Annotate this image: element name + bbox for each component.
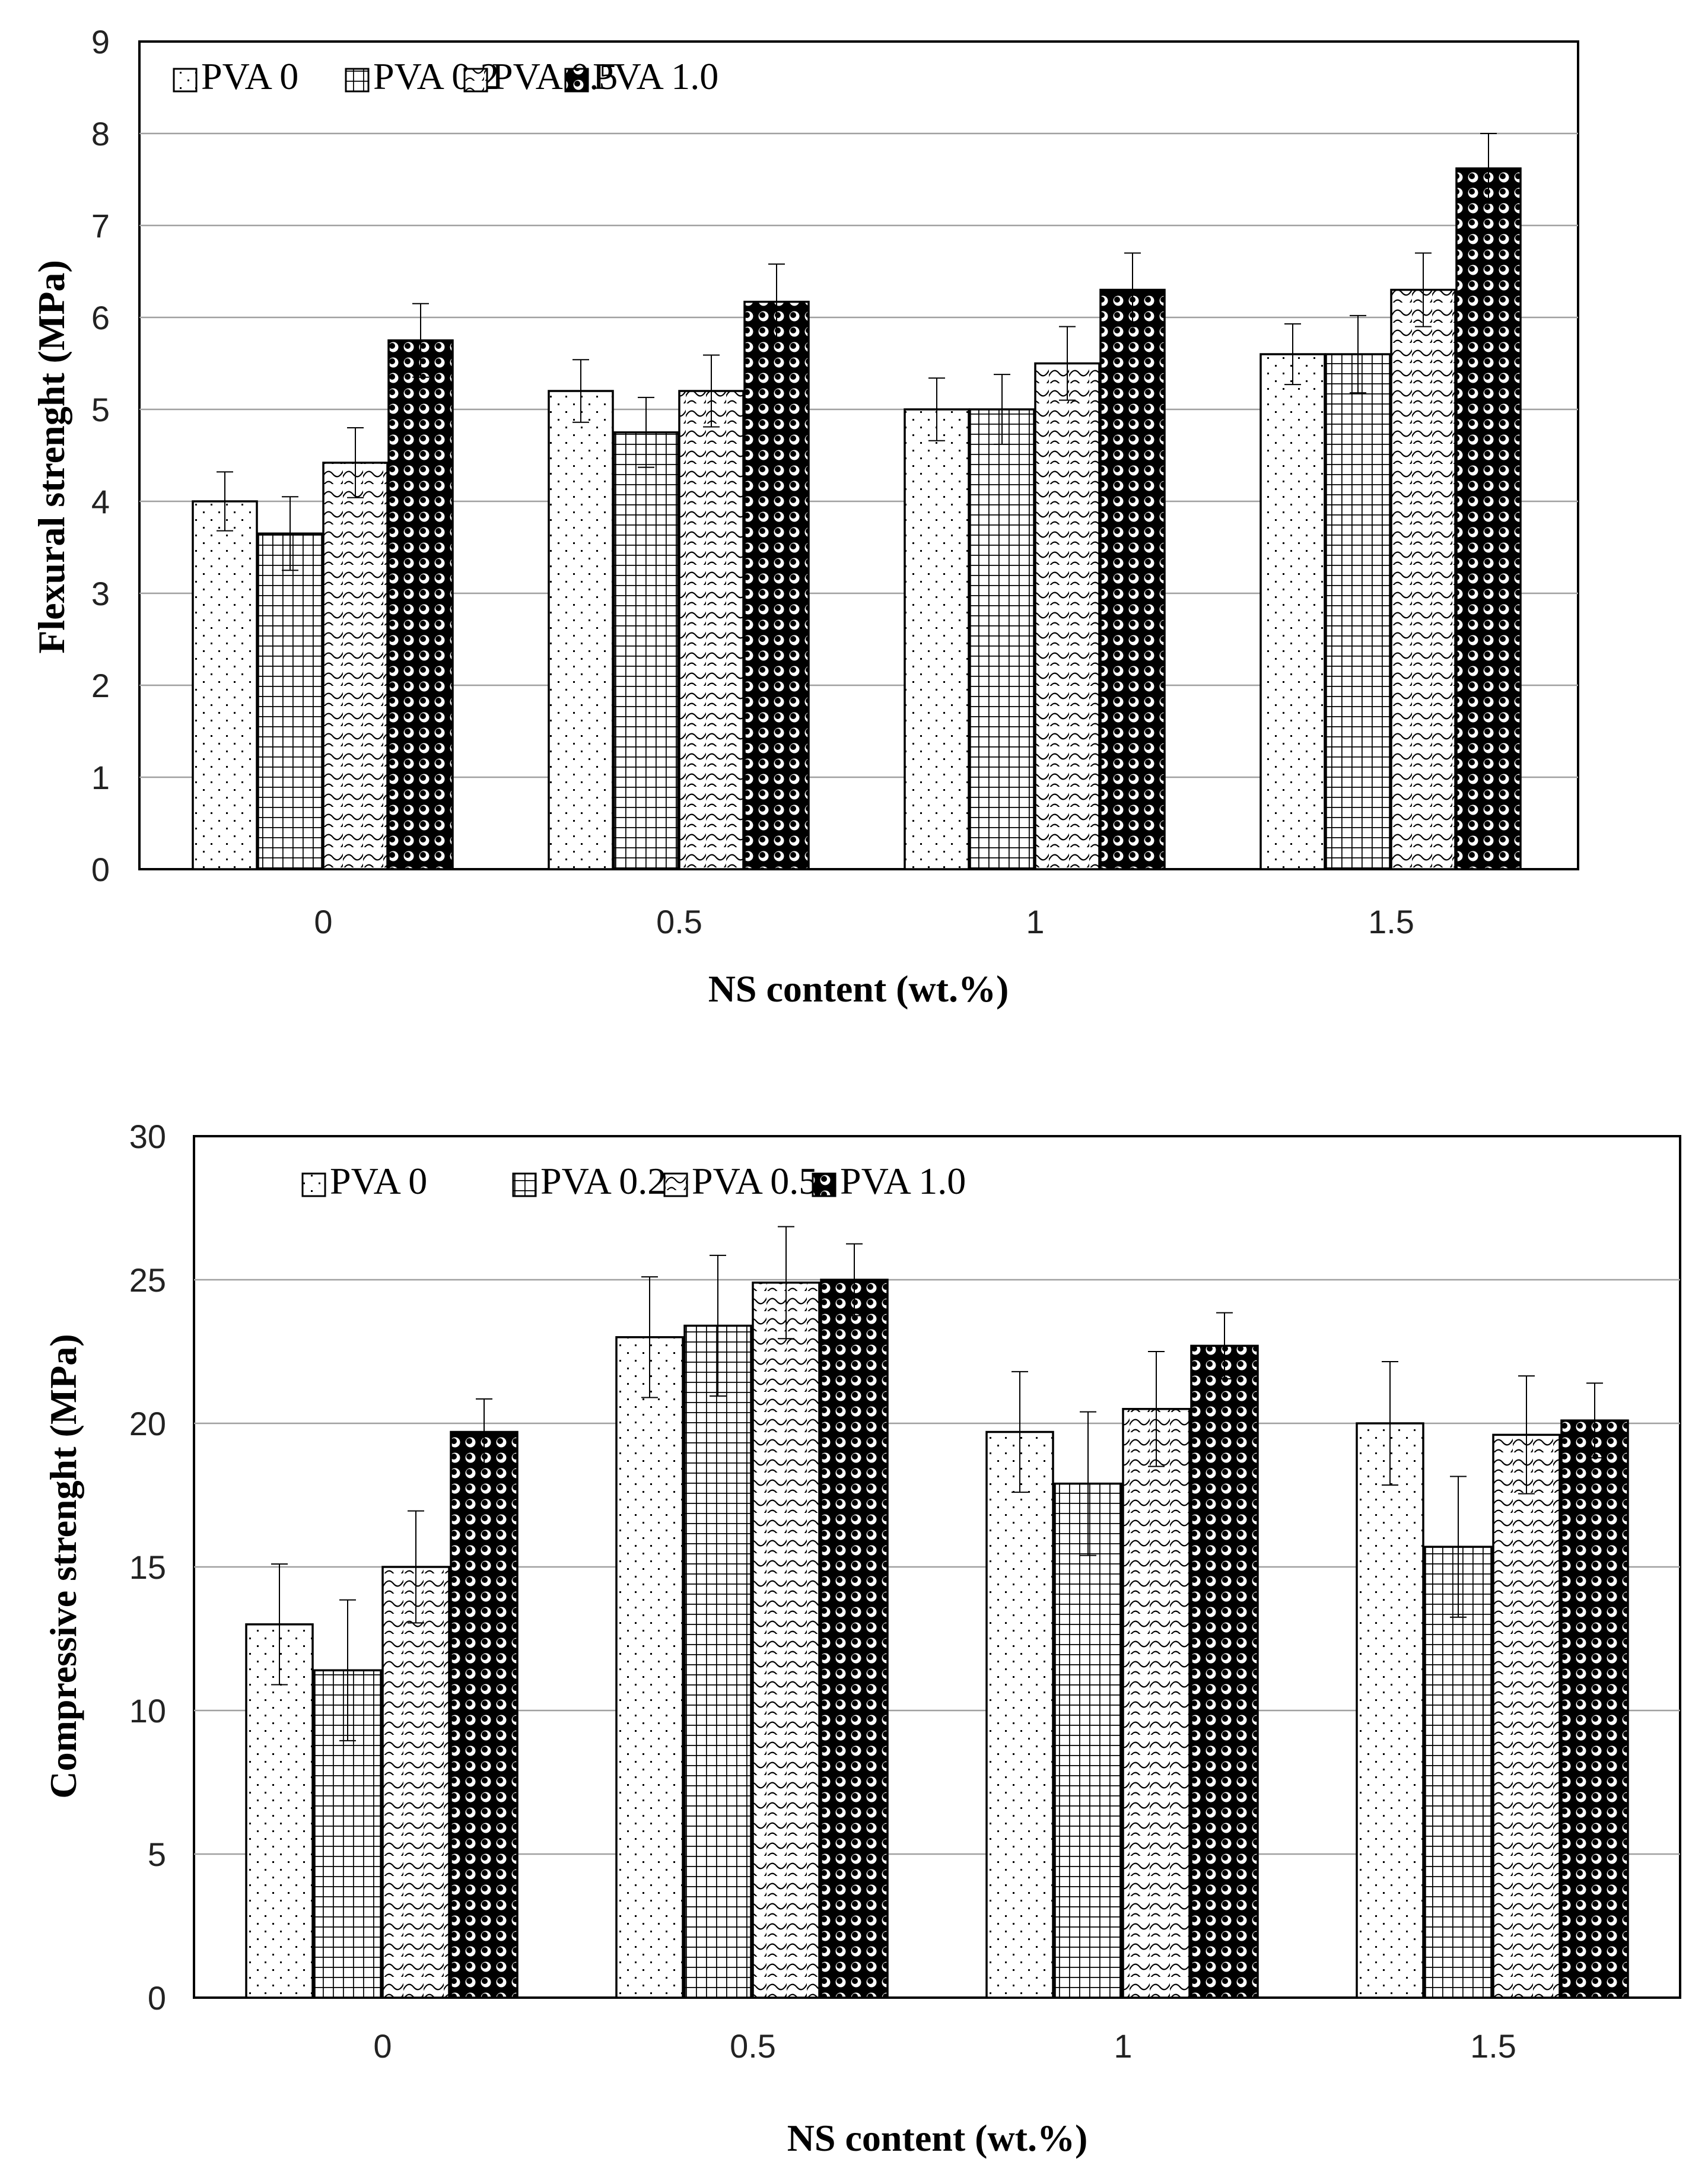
y-tick-label: 2 — [91, 667, 110, 704]
legend-label: PVA 0 — [330, 1160, 427, 1202]
legend-label: PVA 0.5 — [492, 55, 618, 97]
x-tick-label: 0.5 — [730, 2027, 776, 2065]
bar — [381, 1566, 450, 1999]
x-tick-label: 0 — [314, 903, 332, 940]
x-tick-label: 1.5 — [1368, 903, 1414, 940]
bar — [615, 1336, 684, 1999]
y-tick-label: 3 — [91, 575, 110, 612]
legend-swatch — [663, 1172, 688, 1197]
bar — [683, 1324, 752, 1999]
bar — [1259, 353, 1326, 870]
y-tick-label: 15 — [129, 1549, 166, 1586]
bar — [322, 462, 389, 870]
bar — [613, 431, 679, 870]
legend-swatch — [512, 1172, 537, 1197]
y-tick-label: 6 — [91, 299, 110, 336]
x-axis-title: NS content (wt.%) — [708, 968, 1009, 1010]
bar — [820, 1279, 889, 1999]
y-tick-label: 0 — [148, 1979, 166, 2017]
bar — [969, 408, 1035, 870]
y-tick-label: 25 — [129, 1261, 166, 1299]
bar — [743, 300, 810, 870]
x-tick-label: 0 — [373, 2027, 392, 2065]
y-tick-label: 5 — [91, 391, 110, 428]
bar — [387, 339, 454, 870]
bar — [904, 408, 970, 870]
x-tick-label: 1 — [1026, 903, 1044, 940]
legend-swatch — [463, 68, 488, 93]
bar — [1390, 288, 1456, 870]
bar — [450, 1430, 519, 1999]
legend-swatch — [173, 68, 198, 93]
legend-label: PVA 0.5 — [692, 1160, 818, 1202]
bar — [245, 1623, 314, 1999]
legend-swatch — [812, 1172, 836, 1197]
bar — [257, 532, 323, 870]
legend-swatch — [301, 1172, 326, 1197]
bar — [1424, 1546, 1493, 1999]
bar — [1190, 1344, 1259, 1999]
y-tick-label: 9 — [91, 23, 110, 61]
y-tick-label: 4 — [91, 483, 110, 520]
y-tick-label: 7 — [91, 207, 110, 244]
bar — [548, 390, 614, 870]
y-tick-label: 30 — [129, 1118, 166, 1155]
bar — [1054, 1482, 1122, 1999]
flexural-chart: 0 1 2 3 4 5 6 7 8 9 0 0.5 1 1.5 NS content (wt.%) Fl… — [30, 23, 1579, 1010]
legend-label: PVA 1.0 — [840, 1160, 966, 1202]
legend-label: PVA 0 — [201, 55, 298, 97]
bar — [985, 1430, 1054, 1999]
bar — [1560, 1419, 1629, 1999]
legend-label: PVA 1.0 — [593, 55, 718, 97]
bar — [1099, 288, 1166, 870]
y-tick-label: 1 — [91, 759, 110, 796]
bar — [1492, 1433, 1561, 1999]
bar — [1034, 362, 1101, 870]
bar — [752, 1282, 820, 1999]
bar — [1455, 167, 1522, 870]
bar — [1122, 1408, 1191, 1999]
y-tick-label: 20 — [129, 1405, 166, 1442]
legend-label: PVA 0.2 — [540, 1160, 666, 1202]
bar — [678, 390, 745, 870]
y-tick-label: 0 — [91, 851, 110, 888]
x-tick-label: 1 — [1114, 2027, 1132, 2065]
bar — [192, 500, 258, 870]
y-tick-label: 8 — [91, 115, 110, 152]
x-tick-label: 1.5 — [1470, 2027, 1516, 2065]
y-axis-title: Flexural strenght (MPa) — [30, 260, 72, 654]
legend-swatch — [564, 68, 589, 93]
legend: PVA 0 PVA 0.2 PVA 0.5 PVA 1.0 — [301, 1160, 966, 1202]
y-axis-title: Compressive strenght (MPa) — [42, 1334, 84, 1798]
bar — [1325, 353, 1391, 870]
bar — [1356, 1422, 1424, 1999]
y-tick-label: 5 — [148, 1836, 166, 1873]
x-tick-label: 0.5 — [656, 903, 702, 940]
x-axis-title: NS content (wt.%) — [787, 2117, 1088, 2159]
legend-swatch — [345, 68, 370, 93]
y-tick-label: 10 — [129, 1692, 166, 1729]
